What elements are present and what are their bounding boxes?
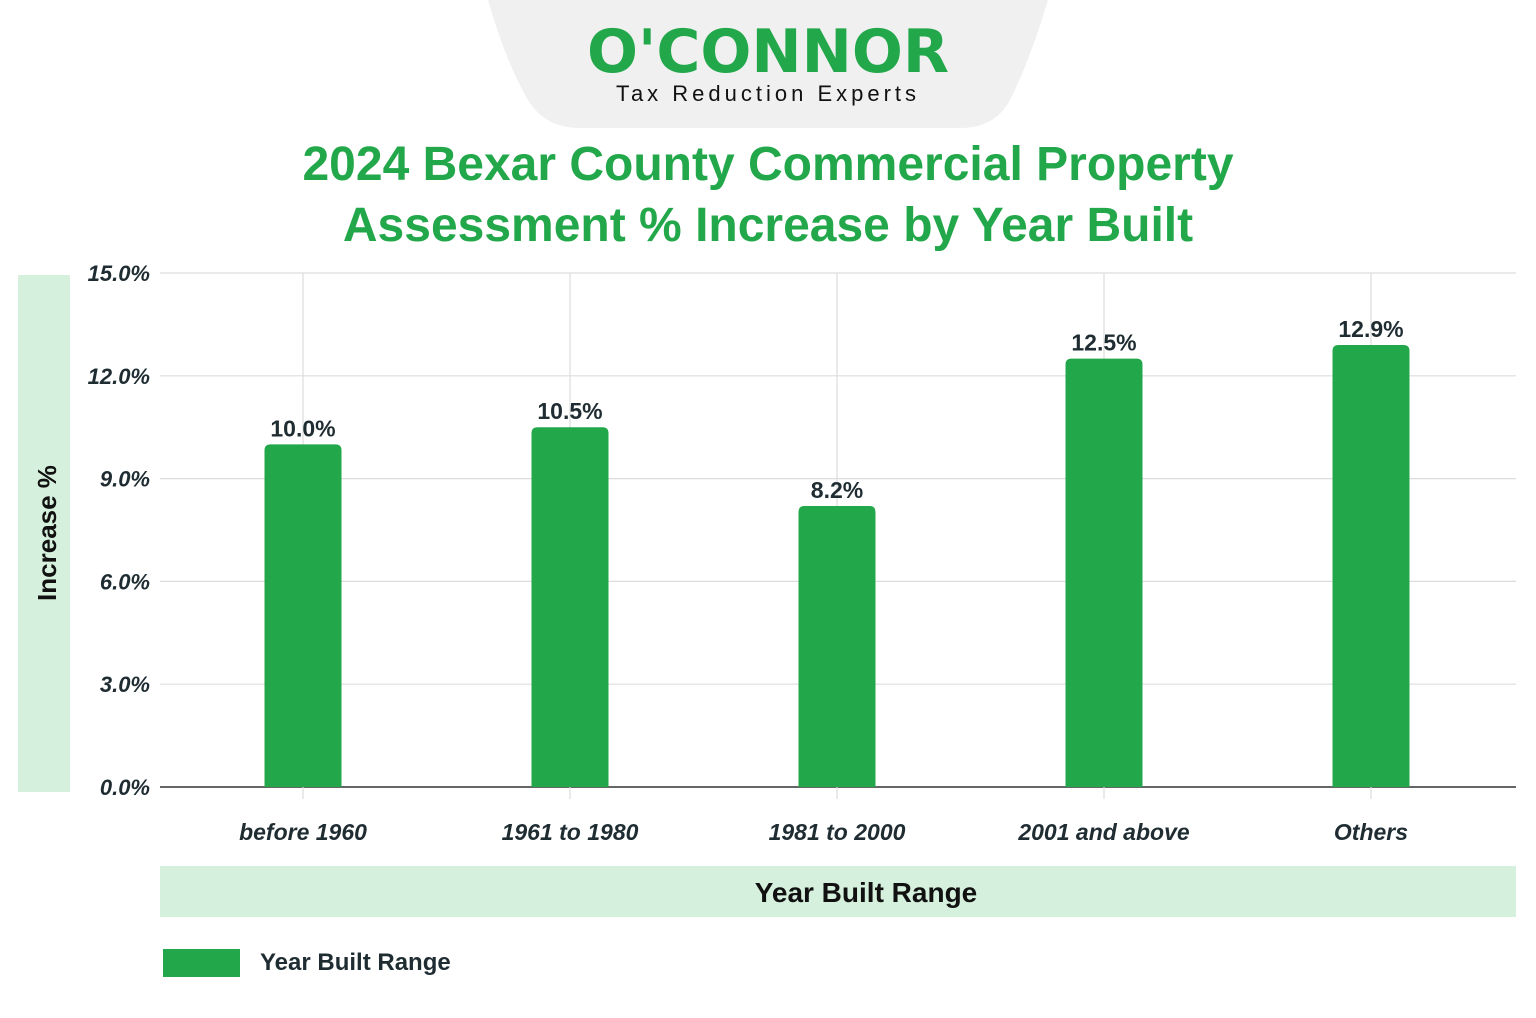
x-tick-label: 1961 to 1980	[502, 819, 639, 845]
chart-title-line-1: 2024 Bexar County Commercial Property	[302, 138, 1234, 191]
y-tick-label: 9.0%	[100, 467, 150, 492]
data-label: 12.5%	[1071, 330, 1136, 356]
logo: O'CONNOR Tax Reduction Experts	[488, 0, 1048, 128]
y-axis-label-band	[18, 275, 70, 792]
data-label: 10.0%	[270, 415, 335, 441]
bar	[1332, 344, 1410, 787]
y-tick-label: 0.0%	[100, 775, 150, 800]
chart-title: 2024 Bexar County Commercial Property As…	[0, 134, 1536, 256]
legend-swatch	[163, 949, 240, 977]
y-tick-label: 3.0%	[100, 672, 150, 697]
data-label: 8.2%	[811, 477, 863, 503]
y-tick-label: 15.0%	[88, 261, 150, 286]
y-tick-label: 12.0%	[88, 364, 150, 389]
bar	[264, 444, 342, 787]
x-tick-label: Others	[1334, 819, 1408, 845]
y-tick-label: 6.0%	[100, 569, 150, 594]
logo-tagline: Tax Reduction Experts	[616, 81, 920, 106]
data-label: 12.9%	[1338, 316, 1403, 342]
x-axis-label: Year Built Range	[755, 877, 978, 908]
x-tick-label: 2001 and above	[1017, 819, 1190, 845]
bar	[798, 506, 876, 787]
x-tick-label: before 1960	[239, 819, 367, 845]
data-label: 10.5%	[537, 398, 602, 424]
y-axis-label: Increase %	[32, 465, 62, 601]
x-axis-label-band	[160, 866, 1516, 917]
chart-title-line-2: Assessment % Increase by Year Built	[342, 199, 1194, 252]
bar	[1065, 358, 1143, 787]
bar	[531, 427, 609, 787]
x-tick-label: 1981 to 2000	[769, 819, 906, 845]
legend-label: Year Built Range	[260, 949, 451, 976]
logo-brand: O'CONNOR	[587, 17, 949, 87]
